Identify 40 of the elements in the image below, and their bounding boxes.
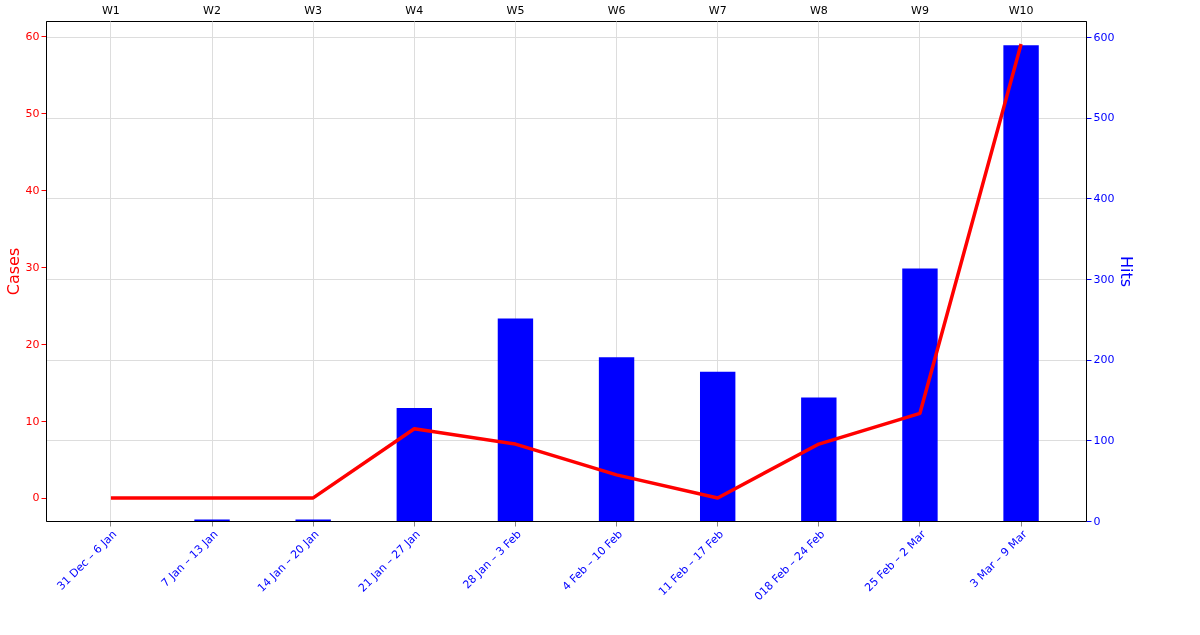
text: W8 xyxy=(809,4,828,17)
text: W9 xyxy=(911,4,929,17)
y2-tick-label: 600 xyxy=(1093,30,1115,44)
bar xyxy=(1003,45,1039,521)
text: W4 xyxy=(405,4,424,17)
x-tick-label: 21 Jan – 27 Jan xyxy=(356,527,423,595)
x-tick-label: 28 Jan – 3 Feb xyxy=(460,527,524,592)
y-tick-label: 60 xyxy=(25,29,40,43)
bar xyxy=(497,318,534,521)
text: W10 xyxy=(1008,4,1034,17)
y2-tick-label: 100 xyxy=(1093,433,1115,447)
text: W2 xyxy=(203,4,221,17)
y-tick-label: 30 xyxy=(25,260,40,274)
x-tick-label: 7 Jan – 13 Jan xyxy=(158,527,221,590)
text: W3 xyxy=(304,4,323,17)
y2-axis-title: Hits xyxy=(1117,255,1137,288)
text: W6 xyxy=(607,4,626,17)
y2-tick-label: 300 xyxy=(1093,272,1115,286)
y2-tick-label: 0 xyxy=(1093,514,1101,528)
text: W5 xyxy=(506,4,525,17)
y2-tick-label: 200 xyxy=(1093,353,1115,367)
y2-tick-label: 400 xyxy=(1093,191,1115,205)
line-series xyxy=(109,42,1023,500)
x-tick-label: 4 Feb – 10 Feb xyxy=(559,527,626,594)
text: W7 xyxy=(708,4,727,17)
y2-tick-label: 500 xyxy=(1093,111,1115,125)
y-tick-label: 50 xyxy=(25,106,40,120)
y-tick-label: 0 xyxy=(32,491,40,505)
text: W1 xyxy=(101,4,120,17)
bar xyxy=(598,357,635,521)
x-tick-label: 14 Jan – 20 Jan xyxy=(254,527,322,595)
y-axis-title: Cases xyxy=(3,247,23,296)
y-tick-label: 10 xyxy=(25,414,40,428)
bar xyxy=(396,408,433,521)
x-tick-label: 11 Feb – 17 Feb xyxy=(655,527,727,599)
bar xyxy=(902,268,938,521)
y-tick-label: 20 xyxy=(25,337,40,351)
bar xyxy=(699,371,736,521)
y-tick-label: 40 xyxy=(25,183,40,197)
bar xyxy=(801,397,837,521)
